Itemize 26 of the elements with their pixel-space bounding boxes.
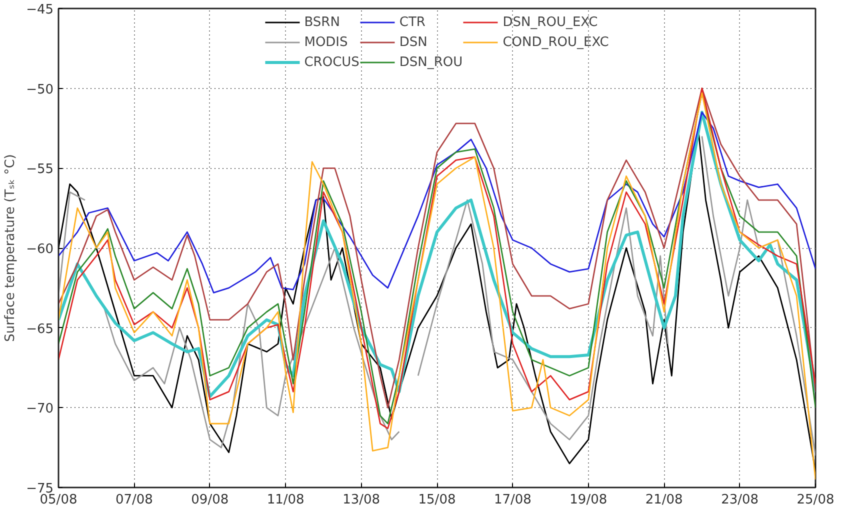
legend-label: DSN_ROU_EXC — [502, 14, 598, 30]
legend-label: DSN — [399, 34, 428, 50]
legend-label: CROCUS — [304, 54, 360, 70]
x-tick-label: 19/08 — [570, 492, 608, 508]
x-tick-label: 05/08 — [40, 492, 78, 508]
y-tick-label: −45 — [26, 2, 54, 18]
legend-label: CTR — [399, 14, 426, 30]
x-tick-label: 11/08 — [266, 492, 304, 508]
x-tick-label: 07/08 — [115, 492, 153, 508]
legend-label: COND_ROU_EXC — [502, 34, 609, 50]
x-tick-label: 23/08 — [721, 492, 759, 508]
legend-label: BSRN — [304, 14, 340, 30]
x-tick-label: 13/08 — [342, 492, 380, 508]
y-tick-label: −50 — [26, 82, 54, 98]
legend-label: DSN_ROU — [399, 54, 463, 70]
y-tick-label: −55 — [26, 162, 54, 178]
x-tick-label: 25/08 — [796, 492, 834, 508]
legend-label: MODIS — [304, 34, 348, 50]
x-tick-label: 15/08 — [418, 492, 456, 508]
y-tick-label: −70 — [26, 402, 54, 417]
x-tick-label: 21/08 — [645, 492, 683, 508]
y-tick-label: −65 — [26, 322, 54, 337]
x-tick-label: 09/08 — [191, 492, 229, 508]
y-tick-label: −60 — [26, 242, 54, 257]
y-axis-title: Surface temperature (Tₛₖ °C) — [3, 154, 18, 342]
x-tick-label: 17/08 — [494, 492, 532, 508]
